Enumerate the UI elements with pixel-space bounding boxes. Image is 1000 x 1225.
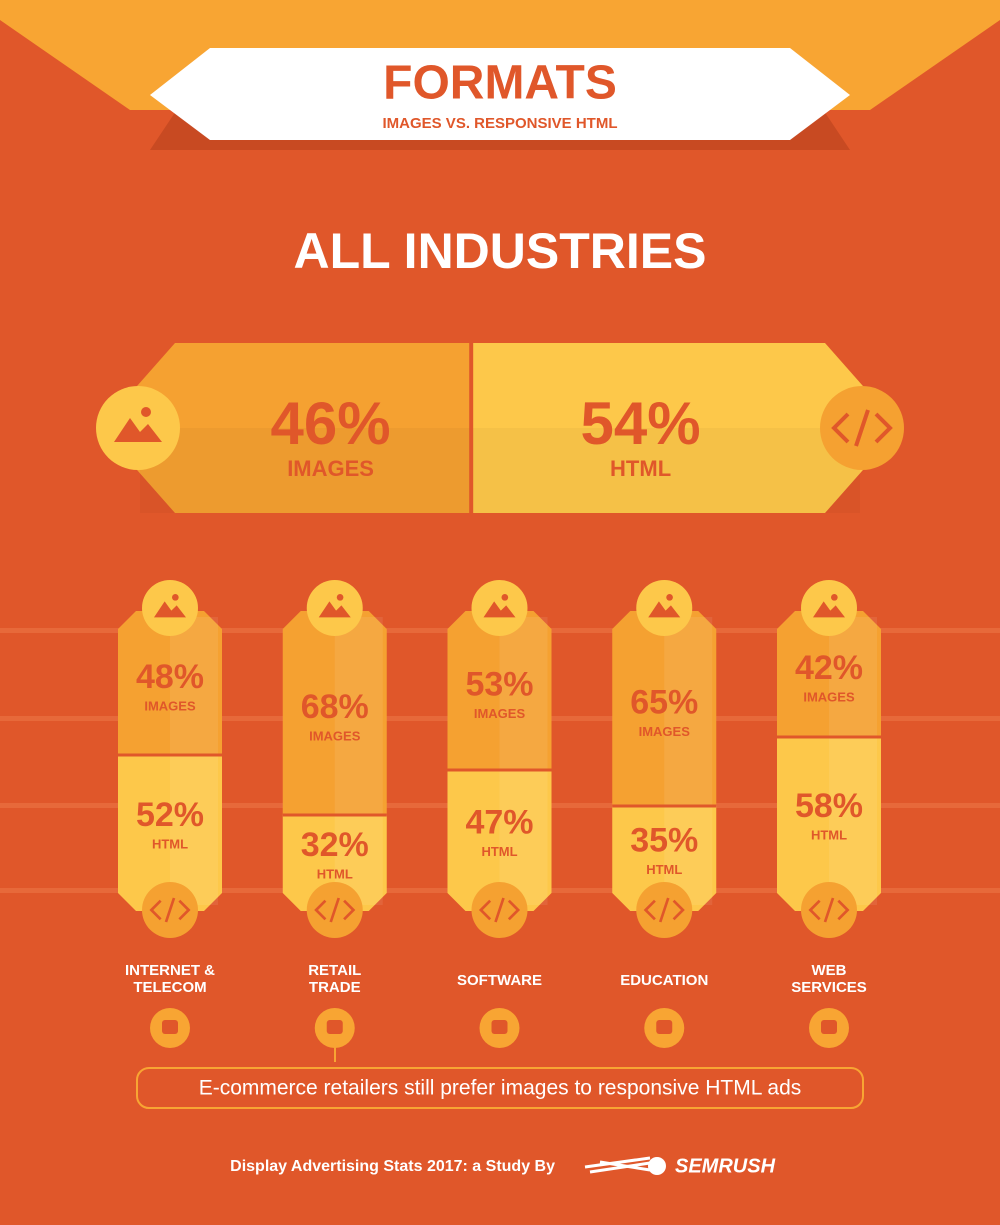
code-icon xyxy=(831,409,893,447)
image-icon xyxy=(483,601,516,618)
segment xyxy=(612,806,717,911)
industry-icon xyxy=(491,1020,508,1034)
image-icon xyxy=(142,580,198,636)
image-icon xyxy=(141,407,151,417)
industry-icon xyxy=(821,1020,837,1034)
segment-shade xyxy=(664,617,713,806)
image-icon xyxy=(471,580,528,636)
code-icon xyxy=(643,897,685,923)
image-icon xyxy=(648,601,681,618)
subtitle: IMAGES VS. RESPONSIVE HTML xyxy=(382,115,617,132)
series-name: IMAGES xyxy=(144,698,196,713)
image-icon xyxy=(318,601,351,618)
value-label: 54% xyxy=(581,390,701,457)
divider xyxy=(118,753,222,757)
annotation: E-commerce retailers still prefer images… xyxy=(199,1077,802,1100)
footer-text: Display Advertising Stats 2017: a Study … xyxy=(230,1158,555,1175)
section-title: ALL INDUSTRIES xyxy=(294,223,707,279)
segment xyxy=(282,611,387,815)
segment xyxy=(282,815,387,911)
code-icon xyxy=(478,897,521,923)
segment-shade xyxy=(829,617,877,737)
segment-shade xyxy=(499,617,548,770)
value-label: 46% xyxy=(271,390,391,457)
brand: SEMRUSH xyxy=(675,1155,776,1177)
value-label: 52% xyxy=(136,796,204,834)
segment xyxy=(612,611,717,806)
image-icon xyxy=(172,594,179,601)
banner xyxy=(150,48,850,140)
series-name: IMAGES xyxy=(309,728,361,743)
segment-shade xyxy=(829,737,877,905)
code-icon xyxy=(808,897,850,923)
image-icon xyxy=(306,580,363,636)
brand-logo xyxy=(648,1157,666,1175)
segment-shade xyxy=(170,617,218,755)
category-label: INTERNET & TELECOM xyxy=(125,962,215,996)
segment xyxy=(118,755,222,911)
category-label: WEB SERVICES xyxy=(791,962,867,996)
segment xyxy=(777,737,881,911)
segment-shade xyxy=(170,755,218,905)
segment-shade xyxy=(334,617,383,815)
segment xyxy=(447,770,552,911)
divider xyxy=(777,735,881,739)
image-icon xyxy=(813,601,845,618)
industry-icon xyxy=(656,1020,673,1034)
image-icon xyxy=(801,580,857,636)
segment xyxy=(471,343,900,513)
image-icon xyxy=(336,594,344,601)
code-icon xyxy=(314,897,356,923)
category-label: SOFTWARE xyxy=(457,972,542,989)
series-name: HTML xyxy=(481,844,517,859)
brand-logo xyxy=(584,1156,651,1174)
series-name: IMAGES xyxy=(287,456,374,481)
value-label: 48% xyxy=(136,658,204,696)
value-label: 65% xyxy=(630,683,698,721)
value-label: 47% xyxy=(465,803,533,841)
segment xyxy=(447,611,552,770)
image-icon xyxy=(501,594,509,601)
image-icon xyxy=(114,418,162,442)
series-name: HTML xyxy=(646,862,682,877)
divider xyxy=(612,804,717,808)
divider xyxy=(282,813,387,817)
value-label: 42% xyxy=(795,649,863,687)
industry-icon xyxy=(326,1020,343,1034)
series-name: HTML xyxy=(811,827,847,842)
series-name: HTML xyxy=(152,836,188,851)
image-icon xyxy=(831,594,838,601)
series-name: HTML xyxy=(610,456,671,481)
series-name: IMAGES xyxy=(803,689,855,704)
segment xyxy=(777,611,881,737)
industry-icon xyxy=(162,1020,178,1034)
category-label: EDUCATION xyxy=(620,972,709,989)
value-label: 32% xyxy=(301,826,369,864)
divider xyxy=(447,768,552,772)
image-icon xyxy=(154,601,186,618)
image-icon xyxy=(96,386,180,470)
category-label: RETAIL TRADE xyxy=(308,962,362,996)
value-label: 53% xyxy=(465,665,533,703)
segment xyxy=(100,343,472,513)
series-name: IMAGES xyxy=(639,724,691,739)
divider xyxy=(469,343,474,513)
value-label: 58% xyxy=(795,787,863,825)
image-icon xyxy=(666,594,673,601)
value-label: 35% xyxy=(630,821,698,859)
series-name: IMAGES xyxy=(474,706,526,721)
series-name: HTML xyxy=(317,866,353,881)
segment-shade xyxy=(499,770,548,905)
image-icon xyxy=(636,580,693,636)
value-label: 68% xyxy=(301,688,369,726)
segment xyxy=(118,611,222,755)
annotation-box xyxy=(136,1067,864,1109)
code-icon xyxy=(149,897,191,923)
title: FORMATS xyxy=(383,57,617,110)
